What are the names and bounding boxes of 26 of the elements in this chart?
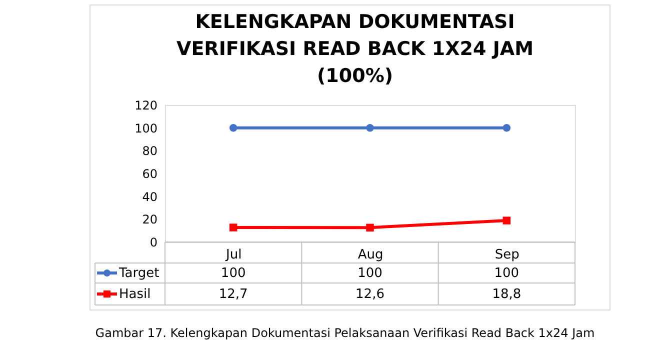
point [502, 216, 511, 224]
chart-title: KELENGKAPAN DOKUMENTASI VERIFIKASI READ BACK 1X24 JAM (100%) [176, 11, 534, 87]
x-tick-label: Sep [494, 248, 520, 262]
data-label: 12,6 [356, 287, 384, 302]
y-tick-label: 100 [134, 121, 158, 136]
y-tick-label: 120 [134, 98, 158, 112]
legend-label: Hasil [119, 287, 151, 302]
y-tick-label: 0 [150, 236, 158, 250]
point [229, 224, 238, 232]
y-tick-label: 20 [142, 212, 158, 227]
legend-label: Target [118, 266, 160, 281]
point [366, 224, 374, 232]
data-label: 100 [494, 266, 520, 281]
y-tick-label: 40 [142, 190, 158, 204]
text: Gambar 17. Kelengkapan Dokumentasi Pelaksanaan Verifikasi Read Back 1x24 Jam [95, 326, 595, 340]
y-tick-label: 80 [142, 144, 158, 158]
y-tick-label: 60 [142, 167, 158, 181]
x-tick-label: Aug [358, 248, 384, 262]
data-label: 100 [358, 266, 382, 281]
point [366, 124, 374, 132]
data-label: 12,7 [218, 287, 248, 302]
x-tick-label: Jul [224, 248, 242, 262]
point [229, 124, 238, 132]
point [502, 124, 511, 132]
data-label: 100 [220, 266, 246, 281]
data-label: 18,8 [492, 287, 522, 302]
